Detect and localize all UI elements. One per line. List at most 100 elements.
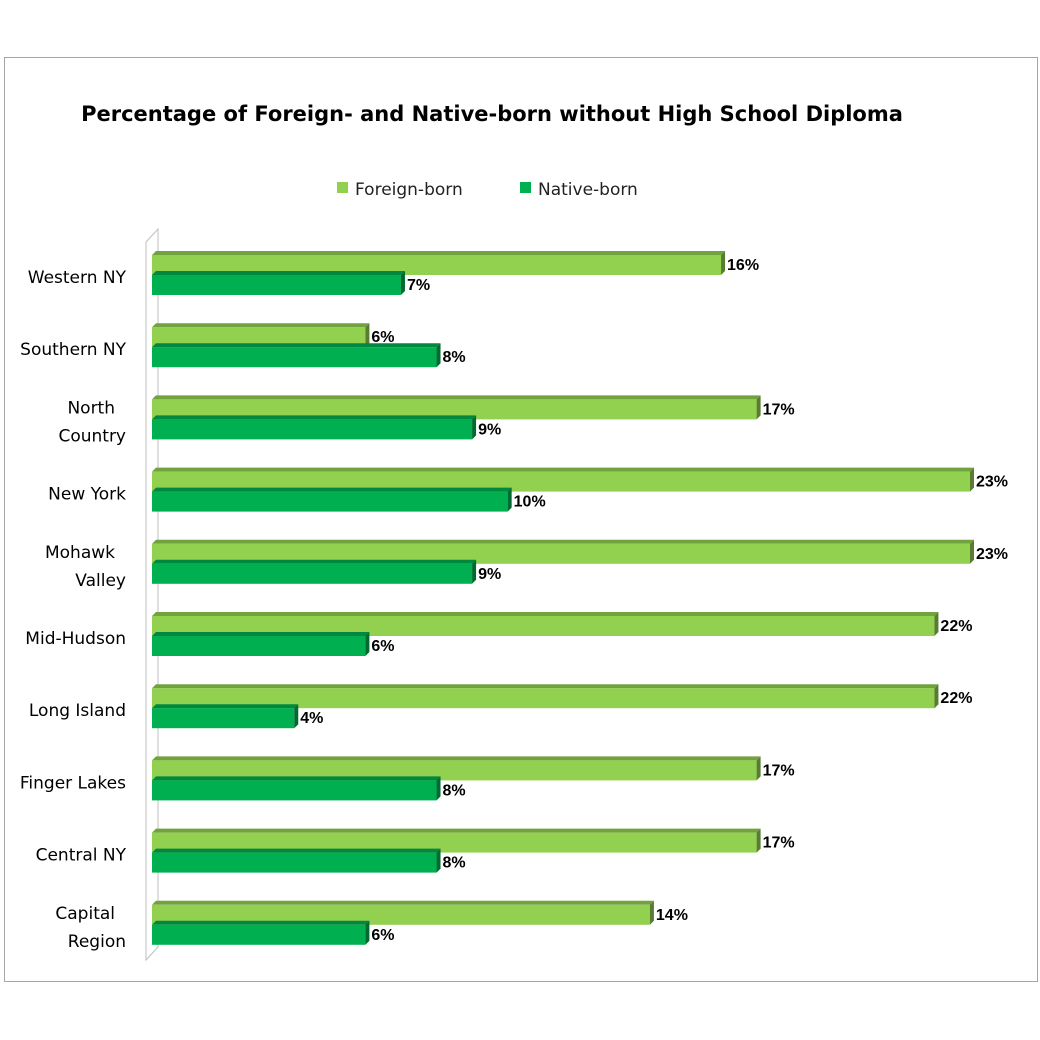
bar-side-face — [400, 271, 405, 295]
bar-foreign-born — [152, 539, 974, 564]
bar-front-face — [152, 255, 722, 275]
bar-front-face — [152, 347, 437, 368]
bar-top-face — [152, 684, 939, 689]
bar-front-face — [152, 399, 757, 420]
bar-native-born — [152, 487, 512, 512]
data-label-native-born: 7% — [407, 277, 430, 294]
bars — [152, 251, 974, 945]
bar-front-face — [152, 780, 437, 801]
legend-label-native-born: Native-born — [538, 180, 638, 200]
bar-side-face — [436, 343, 441, 368]
bar-front-face — [152, 852, 437, 873]
data-label-foreign-born: 23% — [976, 474, 1008, 491]
bar-top-face — [152, 612, 939, 616]
bar-top-face — [152, 323, 370, 328]
bar-front-face — [152, 760, 757, 781]
bar-side-face — [507, 487, 512, 512]
bar-foreign-born — [152, 395, 761, 420]
bar-front-face — [152, 616, 935, 636]
data-label-foreign-born: 17% — [763, 762, 795, 779]
bar-side-face — [472, 559, 477, 584]
data-label-foreign-born: 17% — [763, 835, 795, 852]
bar-native-born — [152, 632, 370, 656]
bar-native-born — [152, 704, 299, 729]
bar-top-face — [152, 415, 477, 420]
legend: Foreign-born Native-born — [337, 180, 638, 200]
bar-side-face — [756, 395, 761, 420]
bar-top-face — [152, 395, 761, 400]
bar-side-face — [970, 467, 974, 492]
data-label-native-born: 6% — [371, 927, 394, 944]
data-label-foreign-born: 22% — [940, 690, 972, 707]
legend-swatch-foreign-born — [337, 182, 348, 193]
category-label: Central NY — [36, 846, 127, 866]
bar-side-face — [436, 776, 441, 801]
bar-native-born — [152, 271, 405, 295]
bar-front-face — [152, 327, 366, 348]
bar-native-born — [152, 848, 441, 873]
bar-foreign-born — [152, 900, 654, 925]
bar-top-face — [152, 559, 477, 564]
bar-top-face — [152, 900, 654, 905]
category-label: Finger Lakes — [20, 773, 126, 793]
bar-native-born — [152, 776, 441, 801]
bar-top-face — [152, 467, 974, 472]
bar-side-face — [365, 632, 370, 656]
data-label-foreign-born: 23% — [976, 546, 1008, 563]
bar-front-face — [152, 275, 401, 295]
category-label: New York — [48, 485, 126, 505]
bar-side-face — [970, 539, 974, 564]
bar-top-face — [152, 632, 370, 636]
category-label-line: Valley — [75, 571, 126, 591]
category-label: Mohawk Valley — [45, 543, 126, 591]
data-label-foreign-born: 14% — [656, 907, 688, 924]
bar-front-face — [152, 636, 366, 656]
bar-top-face — [152, 271, 405, 275]
bar-native-born — [152, 920, 370, 945]
bar-top-face — [152, 920, 370, 925]
bar-native-born — [152, 343, 441, 368]
bar-top-face — [152, 776, 441, 781]
legend-swatch-native-born — [520, 182, 531, 193]
category-label-line: Country — [58, 426, 126, 446]
bar-front-face — [152, 419, 473, 440]
bar-foreign-born — [152, 251, 726, 275]
bar-front-face — [152, 924, 366, 945]
data-label-native-born: 8% — [443, 782, 466, 799]
bar-front-face — [152, 563, 473, 584]
bar-foreign-born — [152, 467, 974, 492]
category-labels: Western NY Southern NY North Country New Yor… — [20, 268, 127, 952]
data-label-native-born: 9% — [478, 421, 501, 438]
data-label-native-born: 6% — [371, 638, 394, 655]
bar-front-face — [152, 688, 935, 709]
bar-side-face — [756, 828, 761, 853]
data-labels: 16% 7% 6% 8% 17% 9% 23% 10% 23% 9% 22% 6% 22% 4% 17% 8%… — [300, 257, 1008, 944]
bar-top-face — [152, 704, 299, 709]
bar-side-face — [649, 900, 654, 925]
bar-front-face — [152, 491, 508, 512]
bar-foreign-born — [152, 756, 761, 781]
bar-side-face — [934, 684, 939, 709]
bar-native-born — [152, 559, 477, 584]
data-label-native-born: 4% — [300, 710, 323, 727]
bar-side-face — [365, 323, 370, 348]
bar-foreign-born — [152, 684, 939, 709]
bar-side-face — [294, 704, 299, 729]
data-label-native-born: 9% — [478, 566, 501, 583]
category-label-line: Region — [68, 932, 126, 952]
chart-frame — [4, 57, 1038, 982]
data-label-foreign-born: 17% — [763, 401, 795, 418]
bar-native-born — [152, 415, 477, 440]
bar-front-face — [152, 832, 757, 853]
bar-front-face — [152, 904, 650, 925]
bar-top-face — [152, 251, 726, 255]
category-label: Long Island — [29, 701, 126, 721]
data-label-foreign-born: 16% — [727, 257, 759, 274]
data-label-native-born: 8% — [443, 349, 466, 366]
category-label: Capital Region — [55, 904, 126, 952]
legend-label-foreign-born: Foreign-born — [355, 180, 463, 200]
bar-side-face — [756, 756, 761, 781]
bar-side-face — [934, 612, 939, 636]
bar-foreign-born — [152, 612, 939, 636]
data-label-native-born: 8% — [443, 855, 466, 872]
